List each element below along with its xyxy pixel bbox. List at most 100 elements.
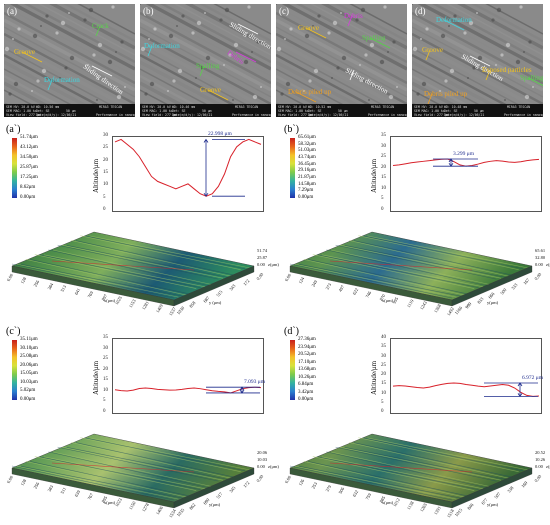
surface-texture	[80, 235, 241, 270]
surface-texture	[308, 259, 470, 295]
sem-arrow	[527, 77, 543, 86]
sem-annotation: Deformation	[144, 42, 180, 50]
z-axis-tick: 20.06	[257, 450, 268, 455]
sem-arrow	[95, 25, 101, 37]
color-scale-label: 21.87μm	[298, 175, 316, 180]
color-scale-bar	[290, 340, 295, 400]
sem-info-text: 50 µm	[474, 109, 484, 113]
surface-texture	[39, 456, 201, 490]
y-tick-label: 10	[381, 185, 386, 191]
surface-texture	[299, 465, 461, 499]
sem-info-text: View field: 277 µm	[414, 113, 449, 117]
sem-info-text: SEM HV: 20.0 kV	[142, 105, 171, 109]
color-scale-label: 10.03μm	[20, 379, 38, 385]
sem-arrow	[469, 55, 491, 67]
y-axis-label: Altitude/μm	[370, 158, 378, 193]
z-axis-tick: 0.00	[257, 262, 265, 267]
y-tick-label: 20	[103, 366, 108, 372]
sem-info-text: SEM HV: 20.0 kV	[6, 105, 35, 109]
surface-texture	[11, 263, 175, 299]
color-scale-label: 3.42μm	[298, 389, 314, 395]
z-axis-unit: z(μm)	[546, 464, 550, 469]
surface-side-right	[451, 467, 533, 509]
z-axis-tick: 25.87	[257, 255, 268, 260]
surface-texture	[25, 461, 188, 498]
sem-info-text: Performance in nanospace	[504, 113, 543, 117]
y-tick-label: 30	[103, 133, 108, 138]
panel-label: (d`)	[284, 326, 299, 337]
profile-section-line	[51, 260, 195, 271]
surface-texture	[353, 240, 515, 276]
surface-texture	[362, 437, 524, 472]
surface-texture	[80, 437, 241, 472]
sem-info-bar: SEM HV: 20.0 kV SEM MAG: 1.00 kx View fiel…	[276, 104, 407, 117]
sem-image-1: (b) Sliding direction Deformation Debris Spa…	[140, 4, 271, 117]
y-tick-label: 25	[381, 154, 386, 160]
surface-texture	[21, 465, 183, 499]
y-axis-unit: y(μm)	[487, 502, 499, 507]
surface-texture	[312, 254, 475, 289]
color-scale-label: 23.94μm	[298, 344, 316, 350]
y-tick-label: 25	[103, 356, 108, 362]
y-axis-unit: y (μm)	[209, 300, 222, 305]
color-scale-label: 0.00μm	[20, 195, 36, 200]
altitude-profile-chart	[112, 136, 264, 212]
sem-annotation: Debris piled up	[424, 90, 468, 98]
surface-texture	[349, 442, 510, 479]
y-tick-label: 0	[103, 207, 106, 212]
sem-annotation: Spalling	[362, 34, 386, 42]
surface-texture	[367, 235, 528, 269]
color-scale-label: 10.26μm	[298, 374, 316, 380]
sem-annotation: Deformation	[44, 76, 80, 84]
surface-texture	[84, 437, 246, 472]
y-tick-label: 35	[103, 335, 108, 340]
sem-info-text: WD: 10.48 mm	[444, 105, 468, 109]
sem-arrow	[369, 37, 391, 49]
color-scale-label: 51.03μm	[298, 148, 316, 154]
y-tick-label: 5	[381, 399, 384, 405]
z-axis-unit: z(μm)	[268, 464, 279, 469]
sem-arrow	[485, 69, 491, 81]
sem-info-text: 50 µm	[66, 109, 76, 113]
sem-arrow	[91, 65, 113, 77]
sem-arrow	[427, 93, 433, 104]
sem-annotation: Groove	[422, 46, 443, 54]
surface-texture	[358, 437, 519, 472]
sem-annotation: Groove	[298, 24, 319, 32]
surface-texture	[349, 240, 510, 277]
color-scale-label: 36.45μm	[298, 161, 316, 167]
sem-panel-label: (d)	[415, 6, 426, 16]
surface-texture	[317, 456, 479, 490]
z-axis-tick: 0.00	[535, 464, 543, 469]
surface-texture	[335, 244, 497, 280]
y-tick-label: 25	[103, 145, 108, 151]
y-tick-label: 10	[381, 390, 386, 396]
y-tick-label: 0	[381, 207, 384, 212]
sem-arrow	[21, 51, 43, 63]
sem-texture	[4, 4, 135, 104]
sem-image-0: (a) Groove Deformation Sliding direction Cra…	[4, 4, 135, 117]
sem-panel-label: (c)	[279, 6, 289, 16]
sem-texture	[412, 4, 543, 104]
x-axis-unit: x(μm)	[382, 500, 394, 505]
sem-info-text: View field: 277 µm	[6, 113, 41, 117]
surface-texture	[289, 465, 453, 501]
depth-arrowheads	[203, 138, 209, 197]
sem-info-text: SEM MAG: 1.00 kx	[278, 109, 309, 113]
surface-texture	[66, 447, 228, 480]
y-tick-label: 30	[381, 353, 386, 359]
color-scale-label: 15.05μm	[20, 371, 38, 377]
y-tick-label: 5	[381, 196, 384, 202]
panel-label: (c`)	[6, 326, 21, 337]
depth-arrowheads	[517, 382, 523, 398]
altitude-profile-chart	[390, 136, 542, 212]
surface-texture	[52, 451, 215, 488]
sem-info-text: Det: SE	[172, 109, 186, 113]
color-scale-label: 6.84μm	[298, 382, 314, 387]
color-scale-label: 35.11μm	[20, 337, 38, 342]
y-axis-label: Altitude/μm	[370, 360, 378, 395]
z-axis-tick: 20.52	[535, 450, 546, 455]
color-scale-label: 20.06μm	[20, 362, 38, 368]
sem-info-text: MIRA3 TESCAN	[507, 105, 531, 109]
color-scale-label: 34.50μm	[20, 155, 38, 160]
